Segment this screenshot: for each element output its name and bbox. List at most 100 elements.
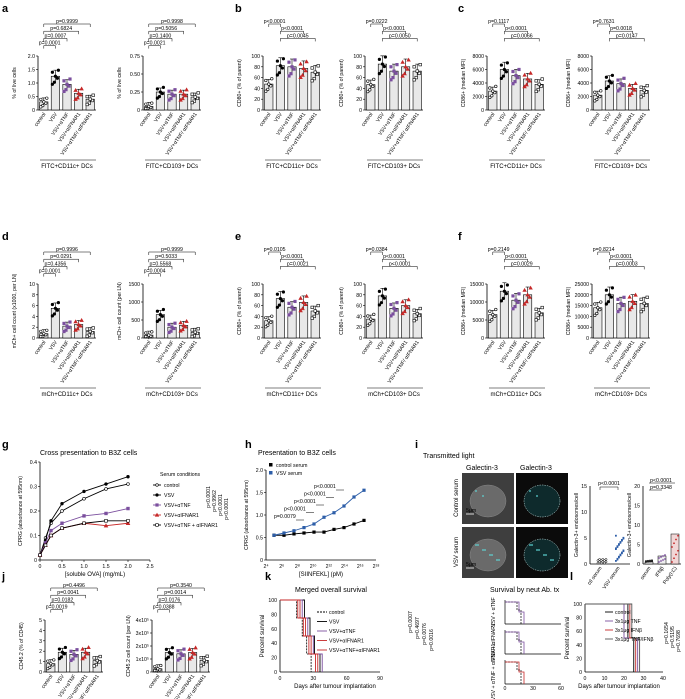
bar — [644, 561, 654, 565]
data-point — [82, 654, 87, 659]
x-axis-label: [soluble OVA] (mg/mL) — [65, 572, 125, 578]
data-point — [645, 295, 649, 299]
panel-letter: h — [245, 439, 252, 451]
panel-letter: d — [2, 231, 9, 243]
data-point — [316, 303, 320, 308]
data-point — [43, 543, 48, 548]
data-point — [52, 658, 56, 662]
data-point — [514, 73, 518, 78]
data-point — [46, 659, 50, 663]
y-tick-label: 0.1 — [30, 534, 37, 540]
significance-bracket — [382, 258, 406, 263]
data-point — [630, 298, 635, 303]
p-value-label: p=0.4356 — [45, 261, 67, 267]
data-point — [85, 94, 89, 99]
survival-curve — [505, 601, 525, 624]
data-point — [49, 528, 53, 533]
data-point — [275, 73, 280, 77]
data-point — [627, 307, 632, 312]
p-value-label: p<0.0001 — [505, 26, 527, 32]
data-point — [266, 323, 270, 327]
data-point — [292, 307, 296, 311]
bar-chart-c1: 0 2000 4000 6000 8000 CD86+ (median MFI) contr… — [461, 19, 545, 170]
p-value-label: p=0.0014 — [164, 590, 186, 596]
data-point — [342, 526, 346, 530]
x-category-label: VSV — [162, 673, 173, 685]
data-point — [488, 86, 492, 90]
significance-bracket — [43, 23, 91, 27]
y-tick-label: 2.0 — [28, 54, 35, 60]
p-value-label: p=0.0021 — [144, 41, 166, 47]
data-point — [677, 534, 679, 537]
y-tick-label: 100 — [268, 598, 277, 604]
y-axis-label: CD80+ (% of parent) — [237, 59, 243, 107]
significance-bracket — [148, 45, 161, 49]
y-tick-label: 0 — [39, 670, 42, 676]
x-tick-label: 1.5 — [102, 564, 109, 570]
y-tick-label: 4x10⁵ — [136, 618, 149, 624]
y-tick-label: 0 — [137, 108, 140, 114]
data-point — [39, 97, 43, 102]
y-tick-label: 500 — [131, 318, 140, 324]
p-value-label: p=0.0003 — [616, 261, 638, 267]
data-point — [524, 82, 529, 87]
data-point — [593, 90, 597, 94]
data-point — [371, 319, 375, 323]
data-point — [62, 652, 67, 656]
significance-bracket — [50, 594, 86, 599]
series-line — [39, 520, 128, 556]
endosome-spot — [529, 544, 531, 546]
data-point — [389, 78, 393, 82]
data-point — [514, 298, 518, 302]
data-point — [400, 299, 405, 304]
data-point — [75, 95, 80, 100]
data-point — [630, 86, 635, 90]
data-point — [610, 286, 615, 290]
data-point — [187, 647, 192, 651]
data-point — [645, 560, 647, 562]
data-point — [264, 316, 268, 320]
data-point — [298, 308, 303, 313]
legend-label: VSV — [329, 620, 340, 626]
data-point — [49, 533, 53, 538]
data-point — [202, 658, 206, 662]
data-point — [527, 294, 532, 299]
data-point — [313, 309, 317, 313]
data-point — [621, 303, 625, 308]
bar-chart-c2: 0 2000 4000 6000 8000 CD86+ (median MFI) contr… — [566, 19, 650, 170]
data-point — [60, 509, 64, 513]
data-point — [69, 649, 73, 653]
data-point — [39, 329, 43, 334]
data-point — [190, 328, 194, 332]
y-tick-label: 20 — [576, 656, 582, 662]
data-point — [534, 318, 538, 322]
data-point — [673, 542, 675, 545]
y-tick-label: 8000 — [577, 54, 589, 60]
y-tick-label: 1 — [39, 660, 42, 666]
p-value-label: p=0.5568 — [150, 261, 172, 267]
data-point — [395, 301, 399, 305]
data-point — [400, 59, 405, 64]
y-tick-label: 0 — [584, 562, 587, 568]
data-point — [312, 522, 316, 526]
significance-bracket — [280, 30, 304, 35]
data-point — [147, 104, 151, 108]
data-point — [104, 519, 108, 523]
x-category-label: VSV — [497, 339, 508, 351]
endosome-spot — [543, 554, 545, 556]
y-tick-label: 3x10⁵ — [136, 631, 149, 637]
y-tick-label: 5000 — [472, 318, 484, 324]
legend-label: control — [164, 483, 180, 489]
data-point — [362, 488, 366, 492]
x-category-label: VSV — [273, 111, 284, 123]
significance-bracket — [597, 251, 610, 255]
y-tick-label: 40 — [254, 86, 260, 92]
data-point — [616, 78, 620, 82]
significance-bracket — [370, 251, 383, 255]
data-point — [651, 559, 653, 562]
p-value-label: p=0.0105 — [264, 247, 286, 253]
data-point — [104, 482, 108, 486]
p-value-label: p=0.0018 — [610, 26, 632, 32]
data-point — [406, 297, 411, 302]
y-tick-label: 0.4 — [30, 460, 37, 466]
